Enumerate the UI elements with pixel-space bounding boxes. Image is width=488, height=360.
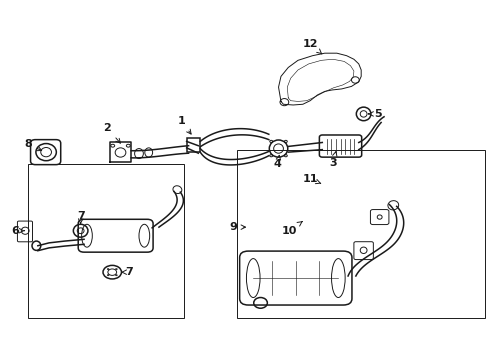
Ellipse shape bbox=[107, 274, 109, 276]
Text: 4: 4 bbox=[273, 155, 281, 169]
Ellipse shape bbox=[115, 274, 117, 276]
Text: 9: 9 bbox=[229, 222, 245, 232]
Text: 7: 7 bbox=[77, 211, 84, 224]
Bar bbox=[28, 164, 183, 318]
Text: 5: 5 bbox=[368, 109, 381, 119]
Ellipse shape bbox=[107, 269, 109, 270]
Text: 6: 6 bbox=[11, 226, 24, 236]
Text: 1: 1 bbox=[177, 116, 191, 134]
Text: 7: 7 bbox=[122, 267, 132, 277]
Text: 2: 2 bbox=[103, 123, 120, 143]
Text: 10: 10 bbox=[281, 221, 302, 236]
Text: 3: 3 bbox=[328, 152, 336, 168]
Ellipse shape bbox=[115, 269, 117, 270]
Bar bbox=[237, 150, 484, 318]
Text: 8: 8 bbox=[24, 139, 41, 151]
Text: 12: 12 bbox=[302, 39, 321, 54]
Text: 11: 11 bbox=[302, 174, 320, 184]
Bar bbox=[186, 138, 200, 152]
